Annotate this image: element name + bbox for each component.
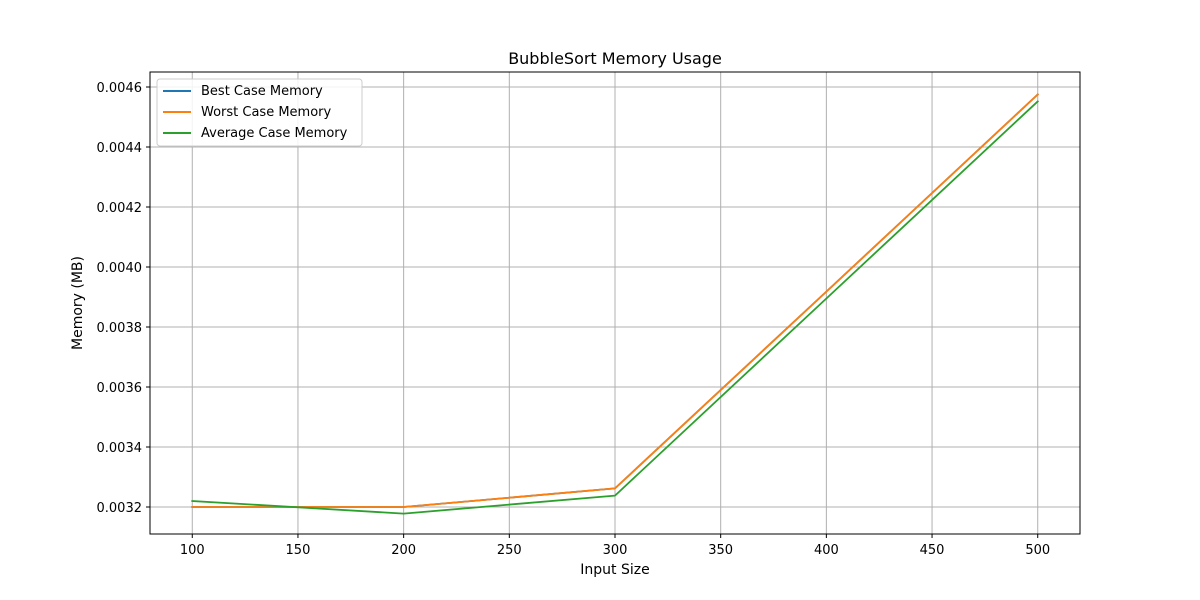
legend-label: Best Case Memory bbox=[201, 84, 323, 99]
x-tick-label: 200 bbox=[391, 543, 416, 558]
x-tick-label: 500 bbox=[1025, 543, 1050, 558]
grid bbox=[150, 72, 1080, 534]
chart-title: BubbleSort Memory Usage bbox=[508, 49, 722, 68]
x-tick-label: 300 bbox=[603, 543, 628, 558]
x-axis-title: Input Size bbox=[580, 562, 649, 578]
y-tick-label: 0.0038 bbox=[97, 321, 143, 336]
y-axis-ticks: 0.0032 0.0034 0.0036 0.0038 0.0040 0.0042 0.00… bbox=[97, 81, 150, 516]
legend-box bbox=[156, 78, 363, 147]
y-tick-label: 0.0036 bbox=[97, 381, 143, 396]
y-tick-label: 0.0042 bbox=[97, 201, 143, 216]
x-axis-ticks: 100 150 200 250 300 350 400 450 500 bbox=[180, 534, 1050, 558]
x-tick-label: 400 bbox=[814, 543, 839, 558]
series-line-3 bbox=[191, 100, 1040, 515]
x-tick-label: 450 bbox=[920, 543, 945, 558]
x-tick-label: 250 bbox=[497, 543, 522, 558]
y-tick-label: 0.0040 bbox=[97, 261, 143, 276]
y-tick-label: 0.0044 bbox=[97, 141, 143, 156]
y-axis-title: Memory (MB) bbox=[70, 256, 86, 350]
x-tick-label: 100 bbox=[180, 543, 205, 558]
y-tick-label: 0.0032 bbox=[97, 501, 143, 516]
legend-label: Worst Case Memory bbox=[201, 105, 332, 120]
x-tick-label: 350 bbox=[708, 543, 733, 558]
x-tick-label: 150 bbox=[286, 543, 311, 558]
legend-label: Average Case Memory bbox=[201, 126, 348, 141]
series-lines bbox=[191, 93, 1040, 515]
y-tick-label: 0.0034 bbox=[97, 441, 143, 456]
y-tick-label: 0.0046 bbox=[97, 81, 143, 96]
series-line-2 bbox=[191, 93, 1040, 508]
legend: Best Case Memory Worst Case Memory Average… bbox=[156, 78, 363, 147]
